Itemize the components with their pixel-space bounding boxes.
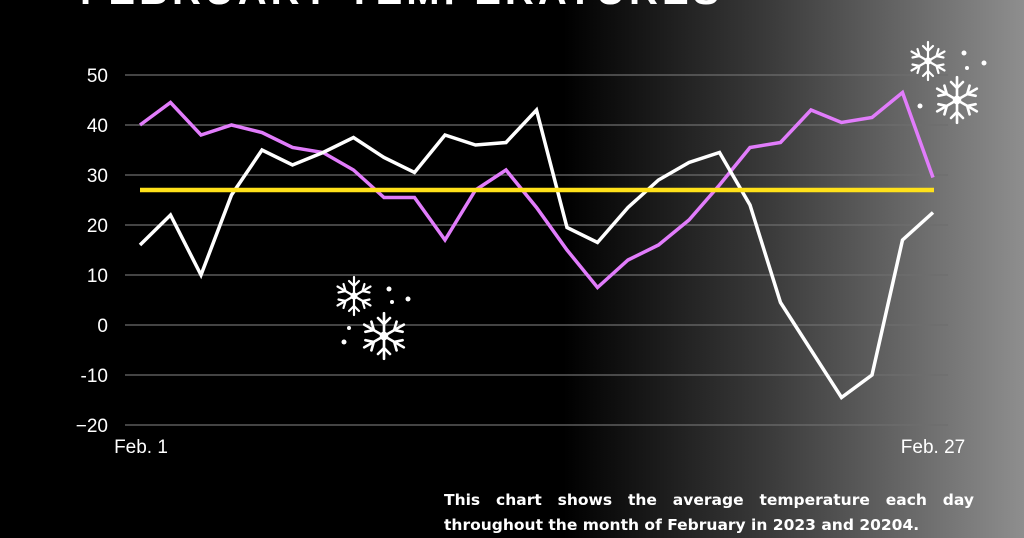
x-tick-label: Feb. 1 (114, 437, 168, 458)
snowflake-icon (935, 75, 979, 125)
snowflake-icon (336, 275, 372, 317)
series-line-1 (138, 89, 935, 291)
gridlines (125, 74, 948, 426)
y-tick-label: 40 (87, 116, 108, 137)
series-line-2 (138, 106, 935, 401)
y-tick-label: 30 (87, 166, 108, 187)
x-tick-label: Feb. 27 (901, 437, 965, 458)
y-axis-ticks: 50 40 30 20 10 0 -10 −20 (76, 66, 108, 437)
y-tick-label: -10 (81, 366, 108, 387)
y-tick-label: 10 (87, 266, 108, 287)
y-tick-label: −20 (76, 416, 108, 437)
snowflake-icon (910, 40, 946, 82)
chart-title: FEBRUARY TEMPERATURES (80, 0, 723, 13)
snowflake-decorations (336, 40, 987, 361)
snow-dots (341, 50, 987, 345)
series-lines (138, 89, 935, 401)
y-tick-label: 0 (97, 316, 108, 337)
y-tick-label: 20 (87, 216, 108, 237)
x-axis-ticks: Feb. 1 Feb. 27 (114, 437, 965, 458)
y-tick-label: 50 (87, 66, 108, 87)
snowflake-icon (362, 311, 406, 361)
chart-caption: This chart shows the average temperature… (444, 491, 974, 534)
